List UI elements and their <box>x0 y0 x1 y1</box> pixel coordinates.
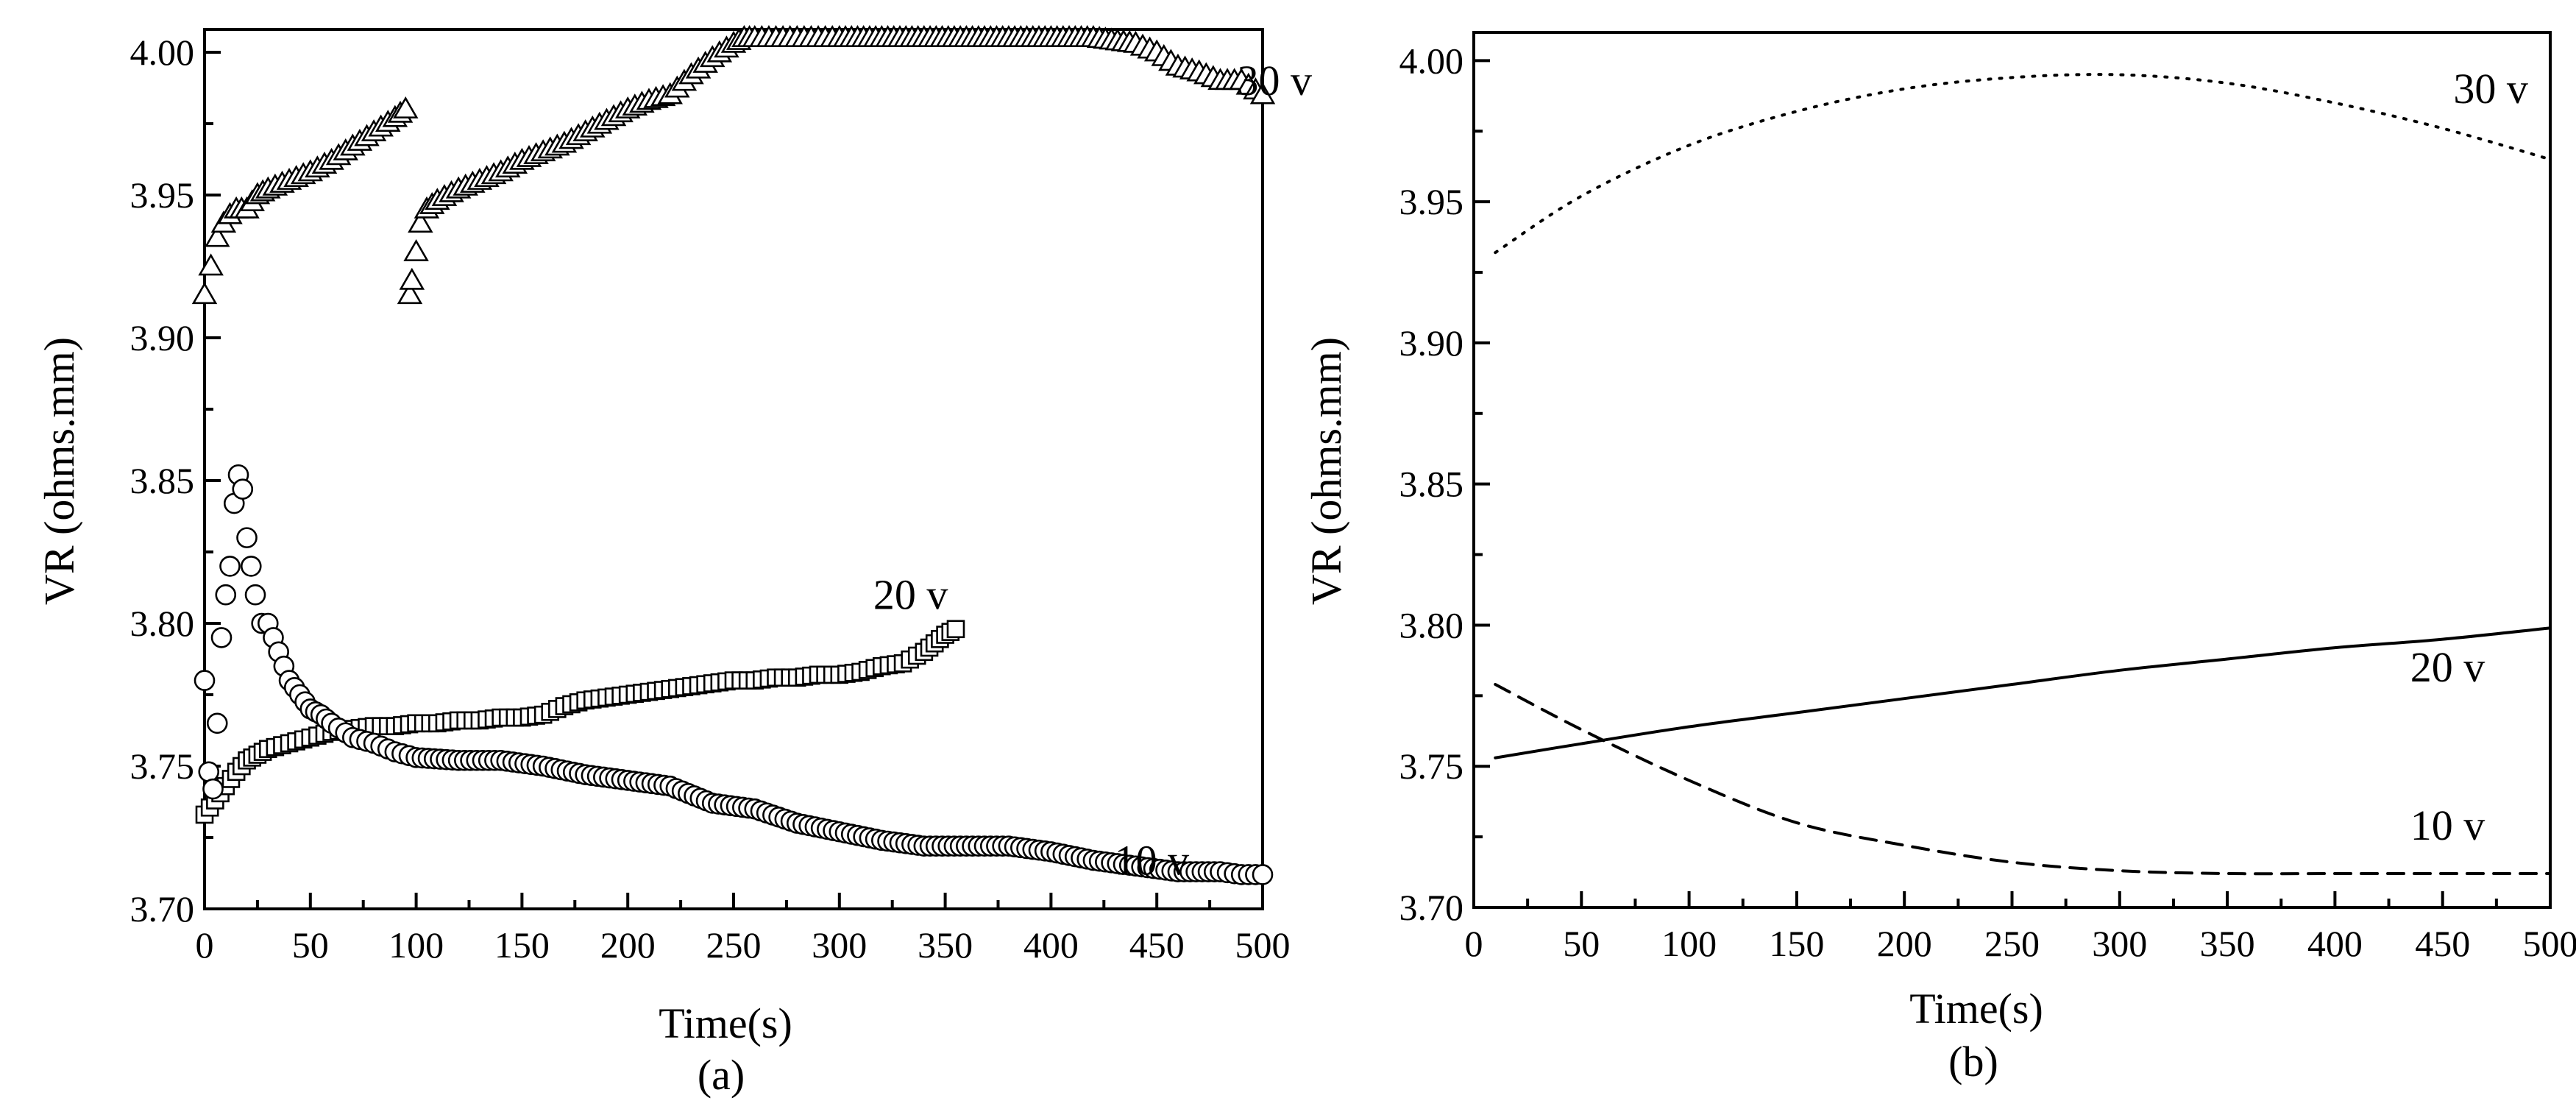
panel-a-20v-label: 20 v <box>873 571 948 619</box>
panel-a-y-tick-label: 3.75 <box>130 746 195 787</box>
panel-b-marks <box>1494 73 2552 876</box>
panel-a-10v-marker <box>244 584 266 606</box>
panel-b-series-labels: 30 v 20 v 10 v <box>2410 65 2528 849</box>
panel-b-20v-line <box>1494 626 2552 759</box>
panel-b-x-tick-label: 200 <box>1877 923 1932 964</box>
panel-b-30v-line <box>1494 73 2552 255</box>
panel-a-y-tick-label: 3.80 <box>130 603 195 644</box>
panel-b-x-tick-label: 0 <box>1465 923 1483 964</box>
panel-a-30v-label: 30 v <box>1237 57 1312 105</box>
panel-b-y-tick-label: 3.95 <box>1399 181 1464 222</box>
panel-b-y-tick-label: 3.90 <box>1399 322 1464 364</box>
panel-a-10v-label: 10 v <box>1115 836 1190 884</box>
panel-b-ticks <box>1472 59 2552 909</box>
panel-b-panel-label: (b) <box>1948 1038 1998 1086</box>
panel-a-10v-marker <box>232 478 254 500</box>
panel-a: 0 50 100 150 200 250 300 350 400 450 500 3.70 3.75 3.… <box>35 25 1312 1099</box>
panel-a-x-tick-label: 450 <box>1129 924 1185 966</box>
panel-a-series-labels: 30 v 20 v 10 v <box>873 57 1312 884</box>
panel-a-x-tick-label: 500 <box>1235 924 1291 966</box>
panel-a-y-tick-label: 3.85 <box>130 460 195 501</box>
panel-a-30v-marker <box>392 96 419 118</box>
panel-b-x-tick-label: 400 <box>2307 923 2363 964</box>
panel-b-x-tick-label: 150 <box>1769 923 1824 964</box>
panel-b-tick-labels: 0 50 100 150 200 250 300 350 400 450 500 3.70 3.75 3.… <box>1399 40 2576 964</box>
panel-a-10v-marker <box>194 670 216 691</box>
panel-a-30v-marker <box>403 239 429 261</box>
panel-b-y-tick-label: 3.80 <box>1399 604 1464 645</box>
panel-a-10v-marker <box>236 527 258 548</box>
panel-b-y-tick-label: 4.00 <box>1399 40 1464 81</box>
panel-a-plot-frame <box>203 28 1264 910</box>
panel-a-x-tick-label: 50 <box>292 924 329 966</box>
panel-a-x-tick-label: 0 <box>196 924 214 966</box>
panel-b-x-tick-label: 100 <box>1661 923 1717 964</box>
panel-a-y-tick-label: 4.00 <box>130 32 195 73</box>
panel-a-x-tick-label: 100 <box>388 924 444 966</box>
panel-b: 0 50 100 150 200 250 300 350 400 450 500 3.70 3.75 3.… <box>1302 31 2576 1086</box>
panel-b-y-tick-label: 3.70 <box>1399 887 1464 928</box>
panel-a-30v-marker <box>399 267 425 290</box>
panel-b-y-tick-label: 3.85 <box>1399 464 1464 505</box>
panel-a-30v-marker <box>1249 82 1276 105</box>
panel-b-x-axis-title: Time(s) <box>1909 985 2043 1033</box>
panel-a-10v-marker <box>219 556 241 577</box>
panel-a-20v-marker <box>946 620 965 639</box>
panel-a-y-tick-label: 3.90 <box>130 317 195 358</box>
panel-a-10v-marker <box>210 627 233 648</box>
panel-a-tick-labels: 0 50 100 150 200 250 300 350 400 450 500 3.70 3.75 3.… <box>130 32 1291 966</box>
panel-a-y-tick-label: 3.70 <box>130 888 195 929</box>
panel-a-10v-marker <box>198 761 220 783</box>
panel-a-x-tick-label: 200 <box>600 924 656 966</box>
panel-b-x-tick-label: 250 <box>1984 923 2040 964</box>
panel-a-30v-marker <box>397 282 423 305</box>
panel-b-x-tick-label: 450 <box>2415 923 2470 964</box>
panel-a-panel-label: (a) <box>698 1051 745 1099</box>
panel-b-x-tick-label: 300 <box>2092 923 2147 964</box>
panel-a-10v-marker <box>240 556 262 577</box>
panel-a-x-axis-title: Time(s) <box>659 999 792 1047</box>
panel-b-y-axis-title: VR (ohms.mm) <box>1302 337 1350 605</box>
panel-a-10v-marker <box>206 712 228 734</box>
panel-a-10v-marker <box>215 584 237 606</box>
panel-a-30v-marker <box>205 224 230 247</box>
panel-a-y-axis-title: VR (ohms.mm) <box>35 337 83 605</box>
panel-a-x-tick-label: 400 <box>1023 924 1079 966</box>
panel-a-ticks <box>203 51 1264 910</box>
panel-a-30v-marker <box>408 210 433 233</box>
panel-b-10v-line <box>1494 682 2552 876</box>
panel-b-10v-label: 10 v <box>2410 801 2485 849</box>
panel-a-x-tick-label: 250 <box>706 924 762 966</box>
panel-b-20v-label: 20 v <box>2410 643 2485 691</box>
panel-b-x-tick-label: 50 <box>1563 923 1600 964</box>
panel-a-10v-marker <box>202 778 224 800</box>
panel-b-x-tick-label: 350 <box>2200 923 2255 964</box>
panel-a-x-tick-label: 350 <box>918 924 973 966</box>
panel-a-x-tick-label: 150 <box>494 924 550 966</box>
panel-b-30v-label: 30 v <box>2453 65 2528 113</box>
panel-a-10v-marker <box>1252 864 1274 885</box>
panel-a-30v-marker <box>198 253 224 276</box>
panel-a-y-tick-label: 3.95 <box>130 174 195 216</box>
panel-a-30v-marker <box>191 282 218 305</box>
panel-a-marks <box>191 25 1276 885</box>
panel-b-y-tick-label: 3.75 <box>1399 746 1464 787</box>
panel-a-x-tick-label: 300 <box>812 924 867 966</box>
panel-b-x-tick-label: 500 <box>2523 923 2576 964</box>
panel-b-plot-frame <box>1472 31 2552 909</box>
